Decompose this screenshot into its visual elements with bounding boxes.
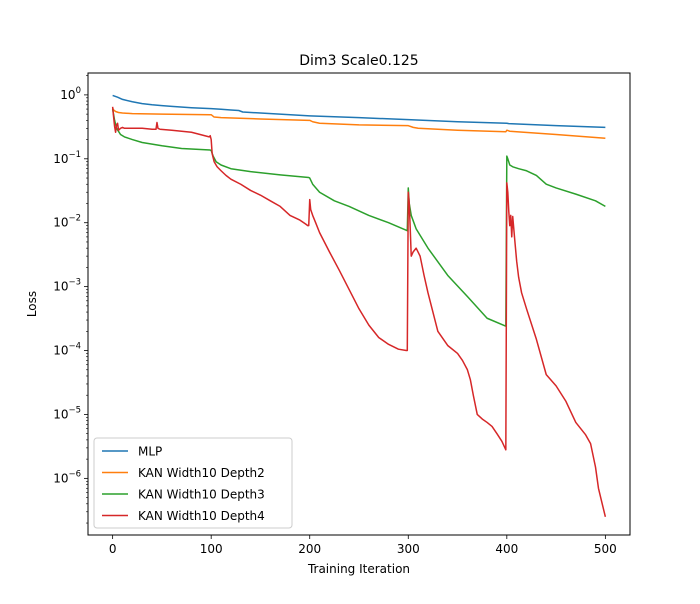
legend-label: KAN Width10 Depth4	[138, 509, 265, 523]
y-tick-exponent: 0	[76, 86, 81, 96]
y-tick-base: 10	[60, 88, 75, 102]
y-tick-label: 10−4	[53, 342, 81, 358]
x-tick-label: 0	[109, 542, 117, 556]
y-tick-base: 10	[53, 280, 68, 294]
x-tick-label: 500	[594, 542, 617, 556]
legend	[93, 437, 293, 529]
y-tick-base: 10	[53, 216, 68, 230]
y-tick-exponent: −1	[68, 150, 81, 160]
x-axis-label: Training Iteration	[307, 562, 410, 576]
y-tick-label: 10−6	[53, 469, 81, 485]
y-tick-base: 10	[53, 344, 68, 358]
legend-label: KAN Width10 Depth2	[138, 466, 265, 480]
y-tick-label: 10−5	[53, 405, 81, 421]
x-tick-label: 400	[495, 542, 518, 556]
y-tick-label: 100	[60, 86, 81, 102]
y-tick-base: 10	[53, 471, 68, 485]
y-tick-base: 10	[53, 152, 68, 166]
y-tick-exponent: −6	[68, 469, 81, 479]
series-line-1	[111, 107, 606, 139]
x-tick-label: 200	[298, 542, 321, 556]
x-tick-label: 100	[200, 542, 223, 556]
y-tick-label: 10−3	[53, 278, 81, 294]
y-tick-exponent: −2	[68, 214, 81, 224]
y-axis-label: Loss	[25, 291, 39, 317]
y-tick-label: 10−1	[53, 150, 81, 166]
series-line-3	[111, 106, 607, 518]
chart-title: Dim3 Scale0.125	[299, 53, 418, 69]
legend-label: KAN Width10 Depth3	[138, 488, 265, 502]
series-line-2	[111, 108, 606, 327]
y-tick-exponent: −3	[68, 278, 81, 288]
y-tick-base: 10	[53, 407, 68, 421]
x-tick-label: 300	[397, 542, 420, 556]
legend-label: MLP	[138, 445, 162, 459]
y-tick-exponent: −4	[68, 342, 81, 352]
y-tick-label: 10−2	[53, 214, 81, 230]
y-tick-exponent: −5	[68, 405, 81, 415]
plot-frame	[87, 72, 631, 536]
series-line-0	[112, 94, 606, 129]
series-lines	[111, 94, 607, 518]
